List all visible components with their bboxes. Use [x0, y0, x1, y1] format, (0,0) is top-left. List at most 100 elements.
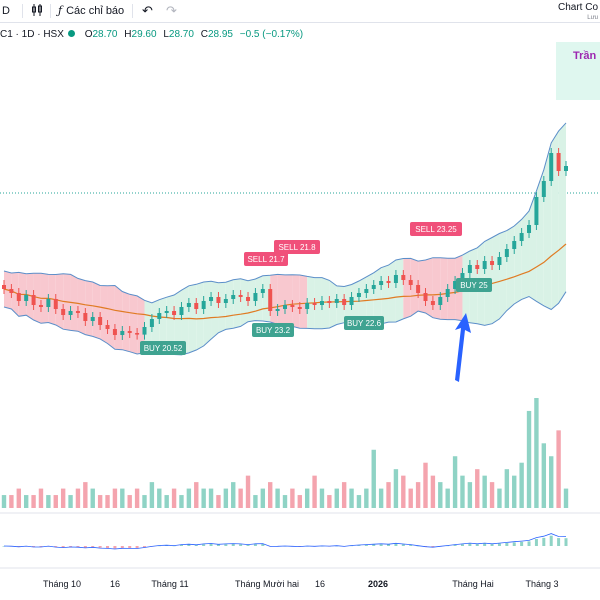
candle-body: [223, 299, 228, 303]
toolbar-divider: [50, 4, 51, 18]
candle-body: [490, 261, 495, 265]
candle-body: [209, 297, 214, 301]
band-fill-segment: [218, 282, 226, 333]
macd-histogram-bar: [83, 546, 87, 548]
band-fill-segment: [100, 285, 108, 344]
band-fill-segment: [270, 274, 278, 325]
buy-signal-tag: BUY 25: [456, 278, 492, 292]
undo-icon[interactable]: ↶: [142, 3, 153, 18]
candle-body: [512, 241, 517, 249]
volume-bar: [75, 488, 81, 508]
candle-body: [75, 311, 80, 313]
band-fill-segment: [233, 278, 241, 329]
macd-histogram-bar: [527, 541, 531, 546]
time-axis-label: Tháng Mười hai: [235, 579, 299, 589]
candle-body: [16, 293, 21, 301]
signal-label: BUY 20.52: [144, 344, 183, 353]
candle-body: [194, 303, 199, 309]
volume-bar: [83, 482, 88, 508]
candle-body: [2, 285, 6, 289]
macd-histogram-bar: [409, 544, 413, 546]
buy-arrow-annotation: [455, 313, 471, 382]
macd-histogram-bar: [98, 546, 102, 548]
symbol-name[interactable]: C1 · 1D · HSX: [0, 29, 64, 40]
buy-signal-tag: BUY 20.52: [140, 341, 186, 355]
macd-histogram-bar: [483, 543, 487, 546]
candle-body: [290, 305, 295, 307]
low-label: L: [163, 29, 169, 40]
volume-bar: [445, 488, 450, 508]
time-axis: Tháng 10 16 Tháng 11 Tháng Mười hai 16 2026 Th…: [43, 579, 559, 589]
macd-histogram-bar: [54, 546, 58, 547]
candle-body: [305, 303, 310, 309]
band-fill-segment: [11, 272, 19, 317]
candle-body: [549, 153, 554, 181]
close-label: C: [200, 29, 208, 40]
candles-style-icon[interactable]: [30, 3, 44, 21]
volume-bar: [31, 495, 36, 508]
band-fill-segment: [403, 258, 411, 319]
candle-body: [127, 331, 132, 333]
candle-body: [90, 317, 95, 321]
candle-body: [283, 305, 287, 309]
macd-histogram-bar: [17, 546, 21, 547]
band-fill-segment: [196, 282, 204, 350]
macd-histogram-bar: [512, 542, 516, 546]
time-axis-label: 16: [110, 579, 120, 589]
band-fill-segment: [129, 294, 138, 355]
macd-histogram-bar: [497, 543, 501, 546]
indicators-button[interactable]: ƒ Các chỉ báo: [58, 3, 124, 19]
macd-histogram-bar: [520, 541, 524, 546]
candle-body: [179, 307, 184, 315]
volume-bar: [194, 482, 199, 508]
volume-bar: [549, 456, 554, 508]
band-fill-segment: [558, 122, 566, 304]
macd-histogram-bar: [387, 544, 391, 546]
band-fill-segment: [381, 265, 389, 324]
volume-bar: [556, 430, 561, 508]
band-fill-segment: [425, 257, 433, 318]
volume-bar: [304, 488, 310, 508]
redo-icon[interactable]: ↷: [166, 3, 177, 18]
macd-histogram-bar: [534, 538, 538, 546]
band-fill-segment: [440, 257, 448, 320]
signal-label: BUY 25: [460, 281, 488, 290]
volume-bar: [223, 488, 229, 508]
buy-signal-tag: BUY 23.2: [252, 323, 294, 337]
candle-body: [31, 295, 36, 305]
band-fill-segment: [174, 290, 182, 355]
candle-body: [497, 257, 502, 265]
macd-histogram-bar: [165, 545, 169, 546]
volume-bar: [497, 488, 502, 508]
band-fill-segment: [292, 274, 300, 329]
candle-body: [68, 311, 73, 315]
band-fill-segment: [122, 291, 130, 352]
volume-bar: [534, 398, 539, 508]
band-fill-segment: [336, 285, 345, 325]
volume-bar: [201, 488, 206, 508]
volume-bar: [386, 482, 391, 508]
volume-bar: [216, 495, 221, 508]
macd-histogram-bar: [179, 544, 183, 546]
open-value: 28.70: [92, 29, 118, 40]
volume-bar: [401, 475, 406, 508]
macd-histogram-bar: [106, 546, 110, 549]
signal-tags: SELL 21.7 SELL 21.8 SELL 23.25 BUY 20.52 BUY…: [140, 222, 492, 355]
candle-body: [393, 275, 398, 283]
volume-bar: [149, 482, 155, 508]
candle-body: [519, 233, 524, 241]
time-axis-label: Tháng Hai: [452, 579, 494, 589]
sell-signal-tag: SELL 23.25: [410, 222, 462, 236]
candle-body: [356, 293, 361, 297]
volume-bar: [9, 495, 14, 508]
candle-body: [453, 281, 458, 289]
macd-histogram-bar: [224, 544, 228, 546]
candle-body: [238, 295, 243, 297]
macd-histogram-bar: [246, 544, 250, 546]
interval-button[interactable]: D: [2, 5, 10, 17]
candle-body: [445, 289, 450, 297]
volume-bar: [430, 475, 436, 508]
chart-layout-button[interactable]: Chart Co Lưu: [558, 2, 598, 22]
macd-histogram-bar: [379, 544, 383, 546]
